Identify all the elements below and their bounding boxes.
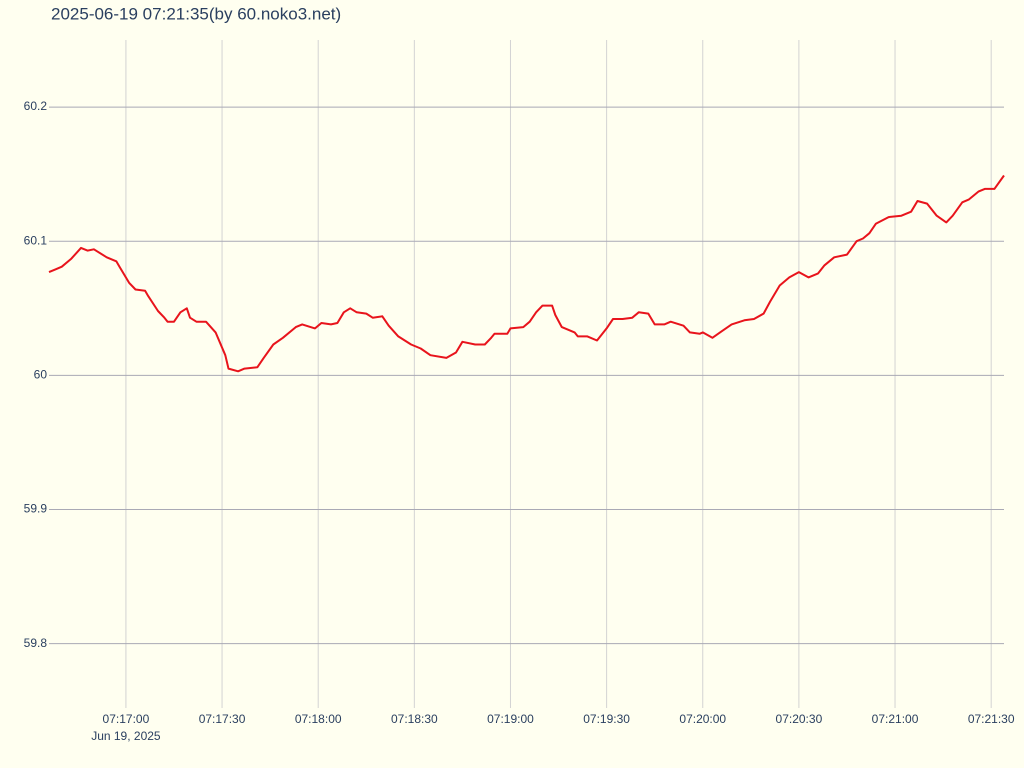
x-tick-label: 07:21:30 bbox=[968, 712, 1015, 726]
chart-title: 2025-06-19 07:21:35(by 60.noko3.net) bbox=[51, 4, 341, 23]
x-tick-label: 07:18:00 bbox=[295, 712, 342, 726]
y-tick-label: 59.8 bbox=[24, 636, 48, 650]
line-series bbox=[48, 174, 1005, 373]
y-tick-label: 60 bbox=[34, 368, 48, 382]
x-tick-label: 07:21:00 bbox=[872, 712, 919, 726]
y-tick-label: 59.9 bbox=[24, 502, 48, 516]
x-tick-label: 07:20:00 bbox=[679, 712, 726, 726]
x-tick-label: 07:19:00 bbox=[487, 712, 534, 726]
y-tick-label: 60.1 bbox=[24, 233, 48, 247]
y-tick-label: 60.2 bbox=[24, 99, 48, 113]
x-tick-label: 07:19:30 bbox=[583, 712, 630, 726]
x-tick-label: 07:20:30 bbox=[776, 712, 823, 726]
x-date-label: Jun 19, 2025 bbox=[91, 729, 161, 743]
x-tick-label: 07:17:30 bbox=[199, 712, 246, 726]
x-tick-label: 07:17:00 bbox=[103, 712, 150, 726]
x-tick-label: 07:18:30 bbox=[391, 712, 438, 726]
